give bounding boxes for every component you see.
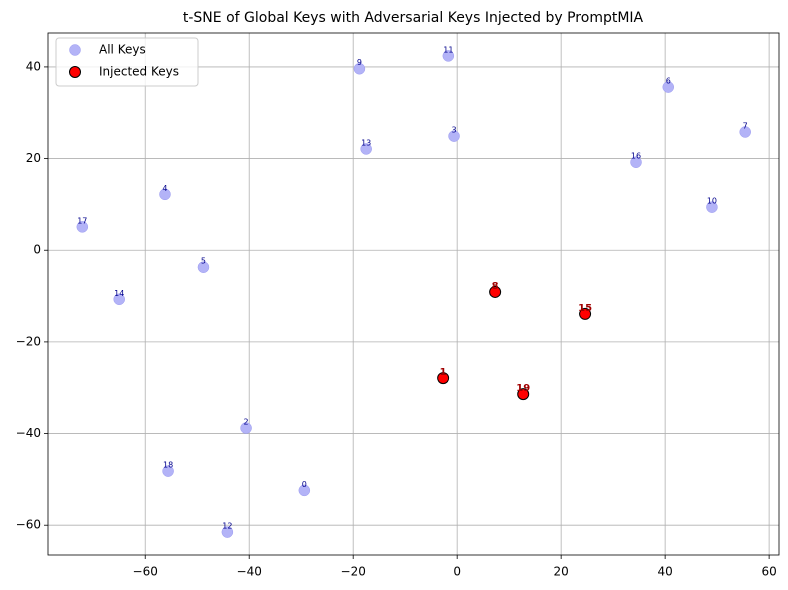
point (76, 221, 89, 233)
point-label: 15 (578, 303, 592, 314)
point (360, 143, 372, 155)
point (517, 388, 530, 401)
point (739, 126, 751, 138)
point-label: 11 (443, 45, 453, 54)
point (240, 422, 252, 434)
point-label: 9 (357, 58, 362, 67)
point-label: 10 (707, 197, 717, 206)
y-tick-label: 40 (26, 59, 41, 73)
y-tick-label: 0 (33, 243, 41, 257)
point-label: 4 (162, 184, 167, 193)
legend-label: Injected Keys (99, 65, 179, 79)
point (630, 156, 642, 168)
point (353, 62, 366, 75)
x-tick-label: −20 (341, 565, 366, 579)
y-tick-label: −20 (16, 334, 41, 348)
legend-label: All Keys (99, 43, 146, 57)
legend-marker (69, 44, 81, 56)
point (442, 50, 455, 62)
point (489, 285, 502, 298)
point-label: 16 (631, 152, 641, 161)
x-tick-label: 40 (657, 565, 672, 579)
point (197, 261, 210, 273)
point (706, 201, 718, 213)
x-tick-label: 0 (453, 565, 461, 579)
point (113, 293, 125, 306)
point (298, 484, 311, 497)
point-label: 8 (492, 281, 499, 292)
plot-frame (47, 32, 780, 556)
point (662, 81, 675, 93)
y-tick-label: −60 (16, 518, 41, 532)
point-label: 12 (222, 522, 232, 531)
point-label: 18 (163, 461, 173, 470)
point-label: 17 (77, 216, 87, 225)
point-label: 2 (244, 418, 249, 427)
point (448, 130, 460, 142)
point-label: 13 (361, 138, 371, 147)
point (221, 526, 234, 538)
point-label: 1 (440, 367, 447, 378)
point (159, 188, 171, 201)
point (579, 307, 592, 320)
point-label: 5 (201, 257, 206, 266)
legend-marker (69, 66, 81, 78)
grid-layer (48, 33, 779, 555)
point-label: 7 (743, 121, 748, 130)
point (437, 372, 450, 385)
x-tick-label: −40 (237, 565, 262, 579)
legend: All Keys Injected Keys (55, 37, 199, 87)
point-label: 6 (666, 77, 671, 86)
point-label: 3 (452, 126, 457, 135)
x-tick-label: 60 (761, 565, 776, 579)
x-tick-label: −60 (133, 565, 158, 579)
point-label: 19 (516, 383, 530, 394)
legend-box (55, 37, 199, 87)
chart-title: t-SNE of Global Keys with Adversarial Ke… (183, 10, 644, 26)
point-label: 0 (302, 480, 307, 489)
y-tick-label: −40 (16, 426, 41, 440)
y-tick-label: 20 (26, 151, 41, 165)
point (162, 465, 174, 477)
point-label: 14 (114, 289, 124, 298)
x-tick-label: 20 (554, 565, 569, 579)
